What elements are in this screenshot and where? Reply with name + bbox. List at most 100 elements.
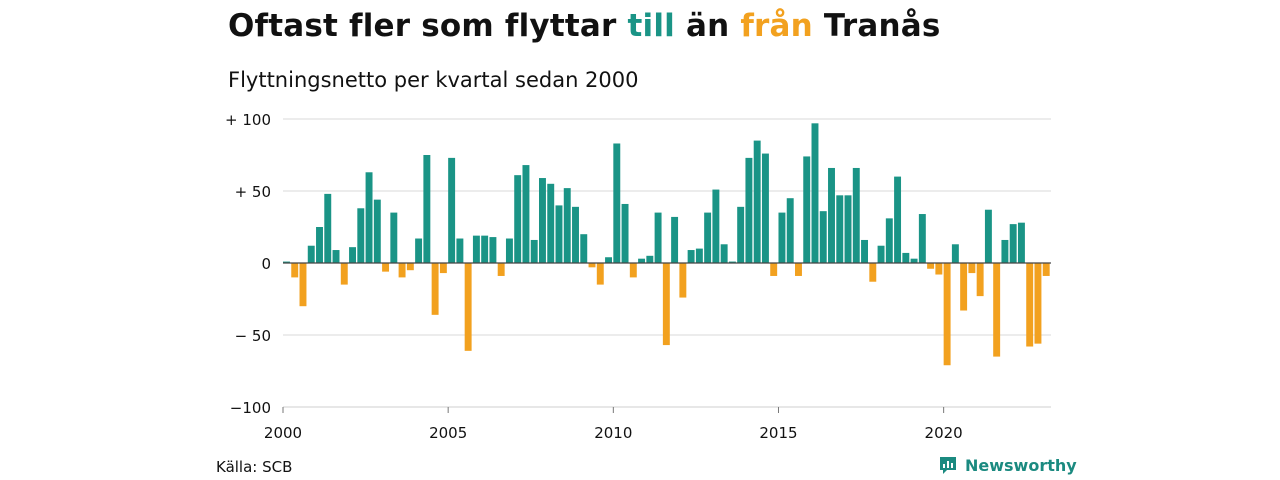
bar xyxy=(745,157,753,263)
bar xyxy=(406,263,414,271)
bar xyxy=(720,244,728,263)
bar xyxy=(662,263,670,346)
bar xyxy=(894,176,902,263)
bar xyxy=(819,211,827,263)
bar xyxy=(918,214,926,263)
title-part3: Tranås xyxy=(812,8,941,44)
bar xyxy=(828,167,835,263)
bar xyxy=(1026,263,1034,347)
bar xyxy=(695,248,703,263)
bar xyxy=(1034,263,1042,344)
bar xyxy=(993,263,1001,357)
bar xyxy=(984,209,992,263)
axes: + 100 + 50 0 − 50 −100 2000 2005 2010 2015 2020 xyxy=(225,111,1051,442)
bar xyxy=(902,252,910,263)
bar xyxy=(935,263,943,275)
bar xyxy=(1017,222,1025,263)
title-till: till xyxy=(627,8,675,44)
bar xyxy=(646,255,654,263)
bar xyxy=(712,189,720,263)
bar xyxy=(795,263,802,276)
title-fran: från xyxy=(740,8,813,44)
bar xyxy=(704,212,712,263)
chart-subtitle: Flyttningsnetto per kvartal sedan 2000 xyxy=(228,68,639,92)
bar xyxy=(522,165,530,263)
bar xyxy=(910,258,918,263)
bar xyxy=(596,263,604,285)
newsworthy-logo-icon xyxy=(940,457,956,474)
bar xyxy=(398,263,406,278)
bar xyxy=(803,156,811,263)
bar xyxy=(761,153,769,263)
bar xyxy=(464,263,472,351)
bar xyxy=(960,263,968,311)
bar xyxy=(373,199,381,263)
bar xyxy=(588,263,596,268)
bar xyxy=(629,263,637,278)
bar xyxy=(340,263,348,285)
bar xyxy=(811,123,819,263)
bar xyxy=(728,261,736,263)
x-tick-label: 2000 xyxy=(264,424,302,442)
bar xyxy=(291,263,299,278)
bar xyxy=(349,247,357,263)
bar xyxy=(431,263,439,315)
bar xyxy=(638,258,646,263)
bar xyxy=(423,155,431,263)
bar xyxy=(613,143,621,263)
bar xyxy=(555,205,563,263)
y-tick-label: − 50 xyxy=(235,327,271,345)
bar xyxy=(605,257,613,263)
bar xyxy=(472,235,480,263)
bar xyxy=(481,235,489,263)
bar xyxy=(852,167,860,263)
chart-title: Oftast fler som flyttar till än från Tra… xyxy=(228,8,941,44)
y-tick-label: + 50 xyxy=(235,183,271,201)
bar xyxy=(448,157,456,263)
bar xyxy=(1009,224,1017,263)
bar xyxy=(299,263,307,307)
brand[interactable]: Newsworthy xyxy=(938,455,1077,475)
x-tick-label: 2015 xyxy=(759,424,797,442)
bar xyxy=(365,172,373,263)
bar xyxy=(679,263,687,298)
bar xyxy=(844,195,852,263)
bar xyxy=(572,206,579,263)
bar xyxy=(547,183,555,263)
title-part2: än xyxy=(674,8,741,44)
bar xyxy=(877,245,885,263)
bar xyxy=(563,188,571,263)
bar xyxy=(976,263,984,297)
bar xyxy=(778,212,786,263)
bar xyxy=(332,250,340,263)
bar xyxy=(1042,263,1050,276)
bar xyxy=(439,263,447,274)
bar xyxy=(737,206,745,263)
brand-name: Newsworthy xyxy=(965,455,1077,475)
bar xyxy=(580,234,588,263)
bar xyxy=(489,237,497,263)
bar xyxy=(530,239,538,263)
bar xyxy=(654,212,662,263)
bar xyxy=(836,195,844,263)
y-tick-label: + 100 xyxy=(225,111,271,129)
x-tick-label: 2020 xyxy=(925,424,963,442)
bar xyxy=(943,263,951,366)
title-part1: Oftast fler som flyttar xyxy=(228,8,628,44)
bar xyxy=(621,203,629,263)
bar xyxy=(786,198,794,263)
bar xyxy=(307,245,315,263)
bar xyxy=(951,244,959,263)
source-note: Källa: SCB xyxy=(216,458,293,476)
bar xyxy=(497,263,505,276)
bar xyxy=(687,250,695,263)
bar xyxy=(885,218,893,263)
bar xyxy=(539,178,546,263)
bar xyxy=(861,239,869,263)
bar xyxy=(753,140,761,263)
bar xyxy=(671,216,679,263)
x-tick-label: 2010 xyxy=(594,424,632,442)
bar xyxy=(283,261,290,263)
bar xyxy=(316,227,323,263)
x-tick-label: 2005 xyxy=(429,424,467,442)
